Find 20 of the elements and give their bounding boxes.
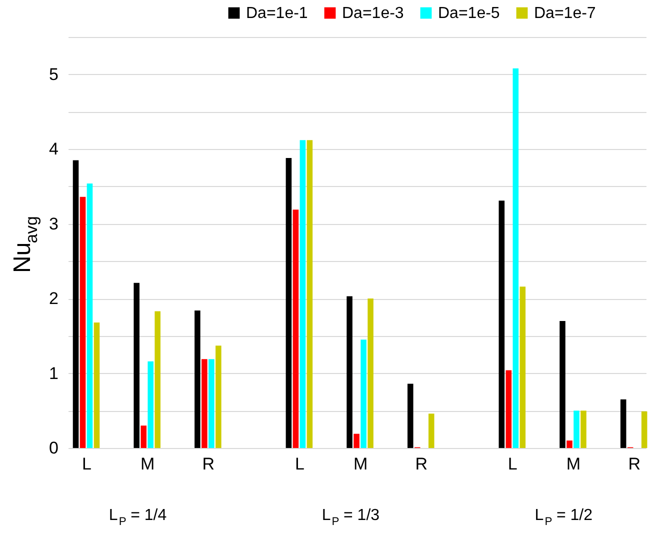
y-tick-label: 3	[49, 214, 58, 234]
x-tick-label: M	[353, 454, 368, 474]
y-tick-label: 1	[49, 364, 58, 383]
x-tick-label: L	[294, 454, 304, 474]
x-tick-label: M	[566, 454, 581, 474]
y-tick-label: 5	[49, 64, 58, 84]
x-tick-label: M	[140, 454, 155, 474]
legend-label: Da=1e-5	[438, 5, 500, 22]
x-tick-label: L	[508, 454, 518, 474]
y-axis-title: Nuavg	[9, 216, 42, 274]
legend-label: Da=1e-3	[342, 5, 404, 22]
legend-label: Da=1e-7	[534, 5, 596, 22]
x-tick-label: R	[202, 454, 215, 474]
y-tick-label: 2	[49, 289, 58, 308]
y-tick-label: 4	[49, 140, 58, 159]
x-tick-label: L	[82, 454, 92, 474]
x-tick-label: R	[628, 454, 640, 474]
x-tick-label: R	[415, 454, 428, 474]
legend-label: Da=1e-1	[246, 5, 308, 22]
y-tick-label: 0	[49, 438, 58, 458]
